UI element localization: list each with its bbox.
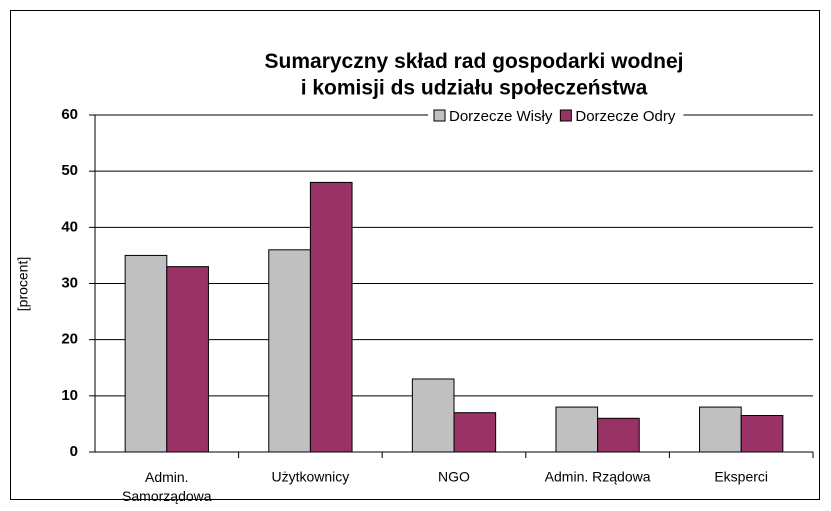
y-tick-label: 40 [61, 218, 78, 235]
y-tick-label: 60 [61, 106, 78, 123]
legend-label: Dorzecze Wisły [449, 108, 553, 125]
bar [124, 254, 168, 453]
bar [309, 181, 353, 453]
bar [166, 266, 209, 453]
y-tick-label: 20 [61, 331, 78, 348]
legend-label: Dorzecze Odry [575, 108, 676, 125]
bar [699, 406, 742, 453]
chart-title: Sumaryczny skład rad gospodarki wodnej i … [265, 50, 684, 99]
x-tick-label: Admin. Samorządowa [122, 469, 212, 504]
y-axis-label: [procent] [15, 257, 31, 311]
bar [555, 406, 599, 453]
y-tick-label: 0 [70, 443, 78, 460]
x-tick-label: Użytkownicy [272, 469, 350, 485]
bar [268, 249, 311, 453]
bar [411, 378, 455, 453]
legend-box [428, 106, 684, 126]
x-tick-label: Eksperci [714, 469, 768, 485]
bar [453, 412, 497, 453]
bar [597, 417, 640, 453]
y-tick-label: 10 [61, 387, 78, 404]
x-tick-label: Admin. Rządowa [545, 469, 651, 485]
x-tick-label: NGO [438, 469, 470, 485]
y-tick-label: 50 [61, 162, 78, 179]
legend-swatch [559, 109, 572, 122]
bar [740, 414, 784, 453]
legend-swatch [433, 109, 446, 122]
y-tick-label: 30 [61, 274, 78, 291]
